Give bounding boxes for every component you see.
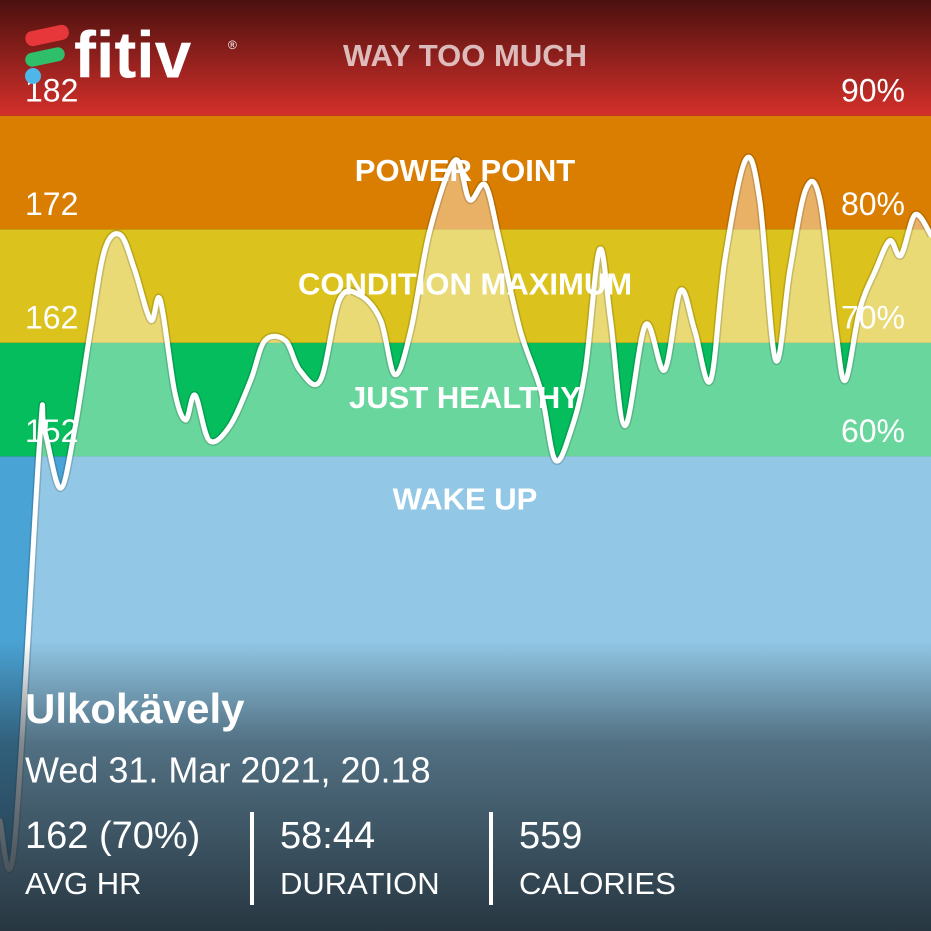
logo-bar: [25, 47, 65, 67]
activity-datetime: Wed 31. Mar 2021, 20.18: [25, 750, 431, 791]
zone-label: CONDITION MAXIMUM: [298, 266, 632, 301]
y2-tick-label: 90%: [841, 73, 905, 109]
zone-label: POWER POINT: [355, 153, 576, 188]
bottom-shade: [0, 640, 931, 931]
stat-label: DURATION: [280, 866, 440, 901]
logo-bar: [25, 24, 69, 47]
zone-label: WAY TOO MUCH: [343, 38, 587, 73]
zone-label: JUST HEALTHY: [349, 380, 581, 415]
logo: fitiv ®: [25, 17, 237, 91]
stat-value: 559: [519, 815, 582, 857]
activity-title: Ulkokävely: [25, 685, 245, 732]
logo-dot: [25, 68, 41, 84]
y2-tick-label: 60%: [841, 413, 905, 449]
activity-info: Ulkokävely Wed 31. Mar 2021, 20.18 162 (…: [25, 685, 676, 905]
y2-tick-label: 80%: [841, 186, 905, 222]
top-shade: [0, 0, 931, 115]
y-tick-label: 152: [25, 413, 78, 449]
stat-value: 162 (70%): [25, 815, 200, 857]
labels: WAY TOO MUCH POWER POINT CONDITION MAXIMUM…: [25, 38, 905, 517]
y-tick-label: 172: [25, 186, 78, 222]
brand-mark: ®: [228, 38, 237, 52]
y-tick-label: 162: [25, 300, 78, 336]
stat-label: CALORIES: [519, 866, 676, 901]
zone-band: [0, 229, 931, 343]
line: [0, 154, 931, 872]
y2-tick-label: 70%: [841, 300, 905, 336]
brand-name: fitiv: [74, 17, 192, 91]
zone-label: WAKE UP: [393, 482, 538, 517]
zone-band: [0, 115, 931, 230]
stat-value: 58:44: [280, 815, 375, 857]
stat-label: AVG HR: [25, 866, 142, 901]
